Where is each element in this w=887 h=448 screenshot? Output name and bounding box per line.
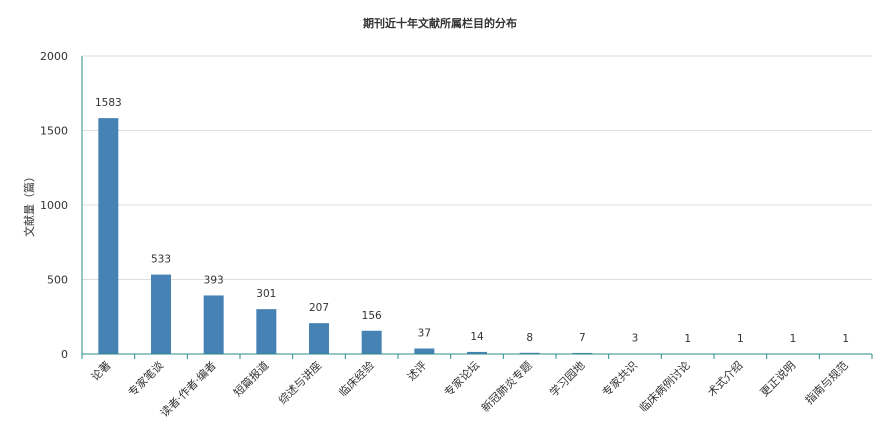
data-label: 1	[790, 333, 797, 345]
bar	[151, 274, 171, 354]
y-tick-label: 0	[61, 348, 68, 361]
bars	[98, 118, 856, 355]
x-tick-label: 新冠肺炎专题	[478, 358, 535, 415]
y-tick-label: 500	[47, 274, 68, 287]
bar	[98, 118, 119, 355]
x-tick-label: 临床病例讨论	[636, 358, 693, 415]
grid-lines	[82, 55, 872, 280]
data-labels: 1583 533 393 301 207 156 37 14 8 7 3 1 1 1 1	[95, 97, 849, 345]
data-label: 3	[632, 333, 639, 345]
y-tick-label: 1000	[40, 199, 68, 212]
bar	[572, 352, 593, 354]
data-label: 301	[256, 288, 276, 300]
y-axis-label: 文献量（篇）	[22, 171, 36, 237]
chart-title: 期刊近十年文献所属栏目的分布	[363, 16, 517, 30]
data-label: 37	[418, 327, 431, 339]
data-label: 207	[309, 302, 329, 314]
x-tick-label: 更正说明	[757, 358, 798, 399]
y-tick-label: 2000	[40, 50, 68, 63]
x-tick-label: 临床经验	[336, 358, 377, 399]
bar	[414, 348, 435, 354]
y-tick-label: 1500	[40, 125, 68, 138]
x-tick-label: 专家共识	[599, 358, 640, 399]
axes	[81, 56, 873, 359]
x-tick-label: 读者·作者·编者	[157, 358, 219, 420]
data-label: 1583	[95, 97, 122, 109]
x-tick-label: 综述与讲座	[275, 358, 324, 407]
x-tick-label: 论著	[88, 358, 113, 383]
bar	[467, 351, 487, 354]
data-label: 14	[470, 331, 484, 343]
data-label: 7	[579, 332, 586, 344]
x-tick-label: 专家论坛	[441, 358, 482, 399]
bar	[256, 309, 277, 354]
bar	[361, 330, 382, 354]
data-label: 8	[526, 332, 533, 344]
data-label: 1	[737, 333, 744, 345]
data-label: 1	[684, 333, 691, 345]
data-label: 156	[362, 310, 382, 322]
bar	[203, 295, 224, 354]
data-label: 1	[842, 333, 849, 345]
x-tick-label: 短篇报道	[230, 358, 271, 399]
data-label: 393	[204, 274, 224, 286]
x-tick-label: 述评	[405, 359, 430, 384]
y-axis-ticks: 0 500 1000 1500 2000	[40, 50, 68, 361]
data-label: 533	[151, 254, 171, 266]
x-tick-label: 专家笔谈	[125, 358, 166, 399]
x-tick-label: 指南与规范	[802, 358, 851, 407]
x-tick-label: 术式介绍	[704, 358, 745, 399]
x-tick-label: 学习园地	[546, 358, 587, 399]
x-axis-ticks: 论著 专家笔谈读者·作者·编者 短篇报道 综述与讲座 临床经验 述评 专家论坛新冠肺炎专题学…	[88, 358, 851, 420]
bar	[519, 352, 540, 354]
bar	[309, 323, 329, 354]
